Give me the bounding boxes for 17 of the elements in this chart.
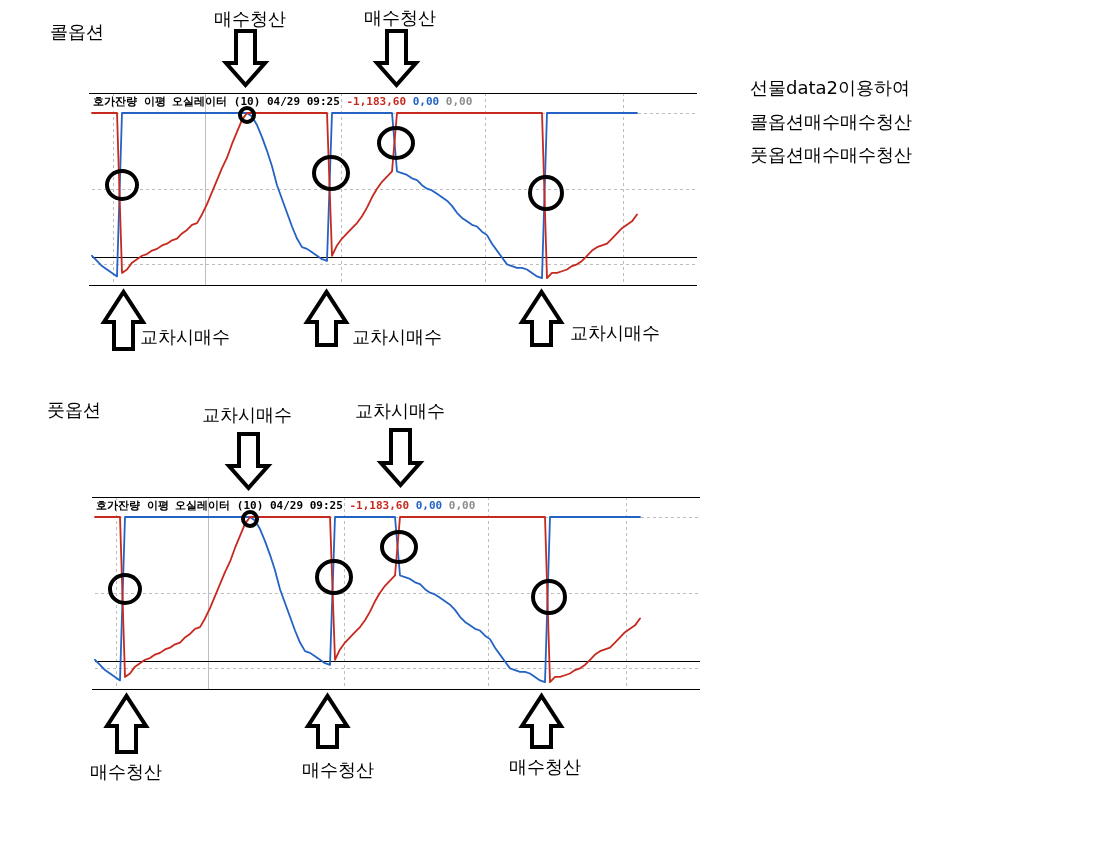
text: 매수청산 — [364, 6, 436, 28]
text: 선물data2이용하여 — [750, 76, 911, 100]
text: 교차시매수 — [355, 399, 445, 421]
chart-subtitle: 호가잔량 이평 오실레이터 (10) 04/29 09:25 -1,183,60 0,00 0,00 — [96, 499, 476, 512]
chart-title: 풋옵션 — [47, 398, 101, 420]
text: 교차시매수 — [202, 403, 292, 425]
chart-subtitle: 호가잔량 이평 오실레이터 (10) 04/29 09:25 -1,183,60 0,00 0,00 — [93, 95, 473, 108]
text: 매수청산 — [302, 758, 374, 780]
text: 매수청산 — [214, 7, 286, 29]
text: 교차시매수 — [140, 325, 230, 347]
text: 매수청산 — [509, 755, 581, 777]
text: 교차시매수 — [570, 321, 660, 343]
text: 콜옵션매수매수청산 — [750, 109, 912, 134]
text: 풋옵션매수매수청산 — [750, 143, 912, 167]
text: 교차시매수 — [352, 325, 442, 347]
chart-title: 콜옵션 — [50, 20, 104, 42]
text: 매수청산 — [90, 760, 162, 782]
